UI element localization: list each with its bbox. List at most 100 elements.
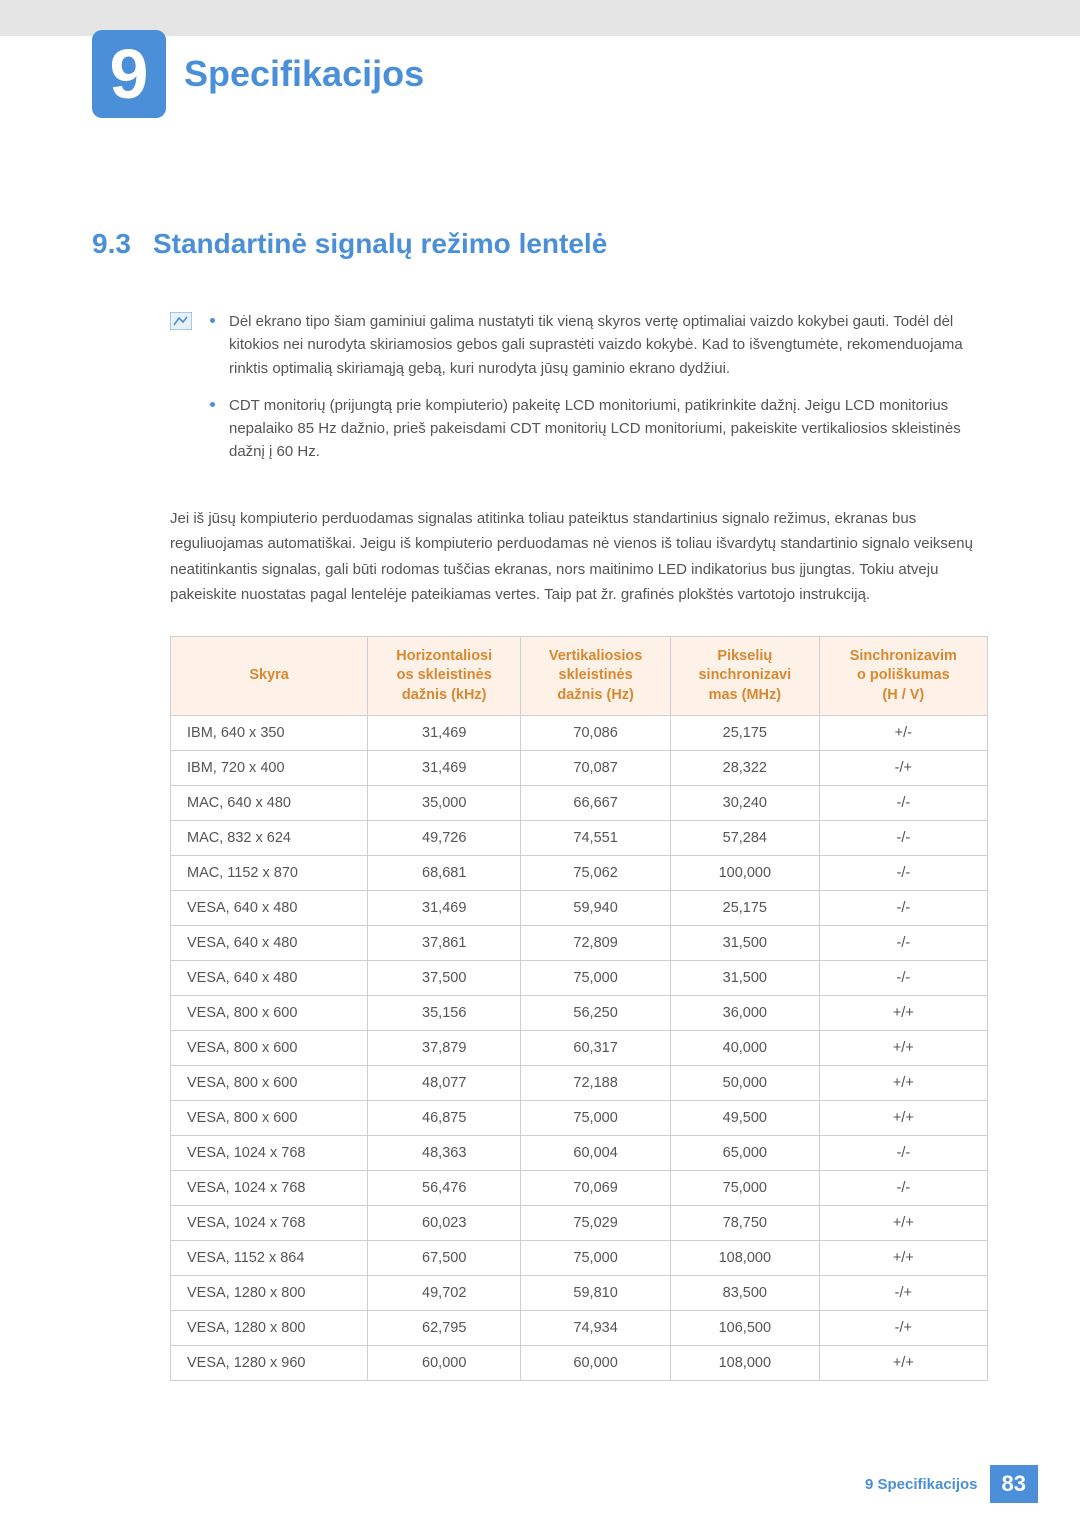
table-cell: +/+ bbox=[819, 1066, 987, 1101]
table-cell: -/- bbox=[819, 786, 987, 821]
table-cell: 75,062 bbox=[521, 856, 671, 891]
table-cell: +/+ bbox=[819, 1346, 987, 1381]
table-cell: VESA, 640 x 480 bbox=[171, 926, 368, 961]
note-list: Dėl ekrano tipo šiam gaminiui galima nus… bbox=[210, 310, 988, 478]
table-cell: VESA, 800 x 600 bbox=[171, 1066, 368, 1101]
table-cell: 31,469 bbox=[368, 891, 521, 926]
table-cell: 57,284 bbox=[671, 821, 820, 856]
col-resolution: Skyra bbox=[171, 636, 368, 716]
table-cell: IBM, 640 x 350 bbox=[171, 716, 368, 751]
table-cell: 70,069 bbox=[521, 1171, 671, 1206]
table-cell: IBM, 720 x 400 bbox=[171, 751, 368, 786]
table-cell: 72,188 bbox=[521, 1066, 671, 1101]
table-row: VESA, 800 x 60046,87575,00049,500+/+ bbox=[171, 1101, 988, 1136]
table-cell: 60,004 bbox=[521, 1136, 671, 1171]
table-cell: 31,500 bbox=[671, 961, 820, 996]
table-cell: 28,322 bbox=[671, 751, 820, 786]
table-cell: VESA, 800 x 600 bbox=[171, 1031, 368, 1066]
table-cell: 36,000 bbox=[671, 996, 820, 1031]
table-row: VESA, 640 x 48031,46959,94025,175-/- bbox=[171, 891, 988, 926]
table-cell: -/- bbox=[819, 1136, 987, 1171]
table-cell: 75,000 bbox=[521, 1101, 671, 1136]
table-cell: +/+ bbox=[819, 1206, 987, 1241]
note-item: Dėl ekrano tipo šiam gaminiui galima nus… bbox=[210, 310, 988, 380]
table-row: VESA, 640 x 48037,86172,80931,500-/- bbox=[171, 926, 988, 961]
table-cell: VESA, 1280 x 800 bbox=[171, 1276, 368, 1311]
table-row: MAC, 1152 x 87068,68175,062100,000-/- bbox=[171, 856, 988, 891]
table-cell: 37,879 bbox=[368, 1031, 521, 1066]
table-cell: VESA, 640 x 480 bbox=[171, 891, 368, 926]
table-row: VESA, 1152 x 86467,50075,000108,000+/+ bbox=[171, 1241, 988, 1276]
table-cell: VESA, 1024 x 768 bbox=[171, 1136, 368, 1171]
col-syncpolarity: Sinchronizavimo poliškumas(H / V) bbox=[819, 636, 987, 716]
note-text: CDT monitorių (prijungtą prie kompiuteri… bbox=[229, 394, 988, 464]
table-cell: -/- bbox=[819, 821, 987, 856]
table-cell: -/- bbox=[819, 961, 987, 996]
table-cell: VESA, 1024 x 768 bbox=[171, 1206, 368, 1241]
table-cell: -/+ bbox=[819, 1311, 987, 1346]
table-cell: 75,029 bbox=[521, 1206, 671, 1241]
table-cell: 106,500 bbox=[671, 1311, 820, 1346]
table-cell: 83,500 bbox=[671, 1276, 820, 1311]
note-item: CDT monitorių (prijungtą prie kompiuteri… bbox=[210, 394, 988, 464]
table-row: VESA, 800 x 60035,15656,25036,000+/+ bbox=[171, 996, 988, 1031]
page: 9 Specifikacijos 9.3 Standartinė signalų… bbox=[0, 0, 1080, 1527]
table-cell: 31,469 bbox=[368, 716, 521, 751]
table-cell: 108,000 bbox=[671, 1241, 820, 1276]
table-cell: VESA, 1280 x 960 bbox=[171, 1346, 368, 1381]
col-hfreq: Horizontaliosios skleistinėsdažnis (kHz) bbox=[368, 636, 521, 716]
section-number: 9.3 bbox=[92, 228, 131, 260]
table-cell: 37,861 bbox=[368, 926, 521, 961]
table-cell: VESA, 1024 x 768 bbox=[171, 1171, 368, 1206]
bullet-icon bbox=[210, 318, 215, 323]
page-footer: 9 Specifikacijos 83 bbox=[865, 1465, 1038, 1503]
table-cell: 66,667 bbox=[521, 786, 671, 821]
note-text: Dėl ekrano tipo šiam gaminiui galima nus… bbox=[229, 310, 988, 380]
table-cell: 37,500 bbox=[368, 961, 521, 996]
table-row: IBM, 640 x 35031,46970,08625,175+/- bbox=[171, 716, 988, 751]
table-row: VESA, 1280 x 96060,00060,000108,000+/+ bbox=[171, 1346, 988, 1381]
bullet-icon bbox=[210, 402, 215, 407]
table-cell: 35,156 bbox=[368, 996, 521, 1031]
table-cell: 40,000 bbox=[671, 1031, 820, 1066]
table-cell: 30,240 bbox=[671, 786, 820, 821]
table-row: VESA, 1280 x 80062,79574,934106,500-/+ bbox=[171, 1311, 988, 1346]
chapter-header: 9 Specifikacijos bbox=[0, 30, 1080, 118]
table-cell: 49,500 bbox=[671, 1101, 820, 1136]
footer-label: 9 Specifikacijos bbox=[865, 1476, 978, 1493]
table-cell: 60,317 bbox=[521, 1031, 671, 1066]
table-cell: VESA, 800 x 600 bbox=[171, 1101, 368, 1136]
table-cell: 75,000 bbox=[521, 961, 671, 996]
table-cell: +/+ bbox=[819, 1031, 987, 1066]
chapter-badge: 9 bbox=[92, 30, 166, 118]
table-cell: -/- bbox=[819, 891, 987, 926]
table-cell: MAC, 1152 x 870 bbox=[171, 856, 368, 891]
table-cell: 48,077 bbox=[368, 1066, 521, 1101]
section-title: Standartinė signalų režimo lentelė bbox=[153, 228, 607, 260]
table-cell: 56,250 bbox=[521, 996, 671, 1031]
table-row: IBM, 720 x 40031,46970,08728,322-/+ bbox=[171, 751, 988, 786]
table-cell: 62,795 bbox=[368, 1311, 521, 1346]
table-cell: 72,809 bbox=[521, 926, 671, 961]
table-cell: 74,934 bbox=[521, 1311, 671, 1346]
table-cell: 65,000 bbox=[671, 1136, 820, 1171]
table-cell: +/+ bbox=[819, 1101, 987, 1136]
table-cell: 75,000 bbox=[671, 1171, 820, 1206]
table-row: VESA, 800 x 60048,07772,18850,000+/+ bbox=[171, 1066, 988, 1101]
table-cell: +/+ bbox=[819, 996, 987, 1031]
table-header: Skyra Horizontaliosios skleistinėsdažnis… bbox=[171, 636, 988, 716]
table-cell: 49,702 bbox=[368, 1276, 521, 1311]
table-cell: 46,875 bbox=[368, 1101, 521, 1136]
signal-mode-table: Skyra Horizontaliosios skleistinėsdažnis… bbox=[170, 636, 988, 1382]
note-block: Dėl ekrano tipo šiam gaminiui galima nus… bbox=[170, 310, 988, 478]
col-vfreq: Vertikaliosiosskleistinėsdažnis (Hz) bbox=[521, 636, 671, 716]
table-cell: VESA, 1152 x 864 bbox=[171, 1241, 368, 1276]
table-cell: -/- bbox=[819, 926, 987, 961]
chapter-number: 9 bbox=[110, 39, 149, 109]
table-cell: 31,500 bbox=[671, 926, 820, 961]
table-cell: -/- bbox=[819, 856, 987, 891]
table-cell: 25,175 bbox=[671, 891, 820, 926]
table-row: VESA, 1024 x 76856,47670,06975,000-/- bbox=[171, 1171, 988, 1206]
col-pixelclock: Pikseliųsinchronizavimas (MHz) bbox=[671, 636, 820, 716]
table-cell: 49,726 bbox=[368, 821, 521, 856]
